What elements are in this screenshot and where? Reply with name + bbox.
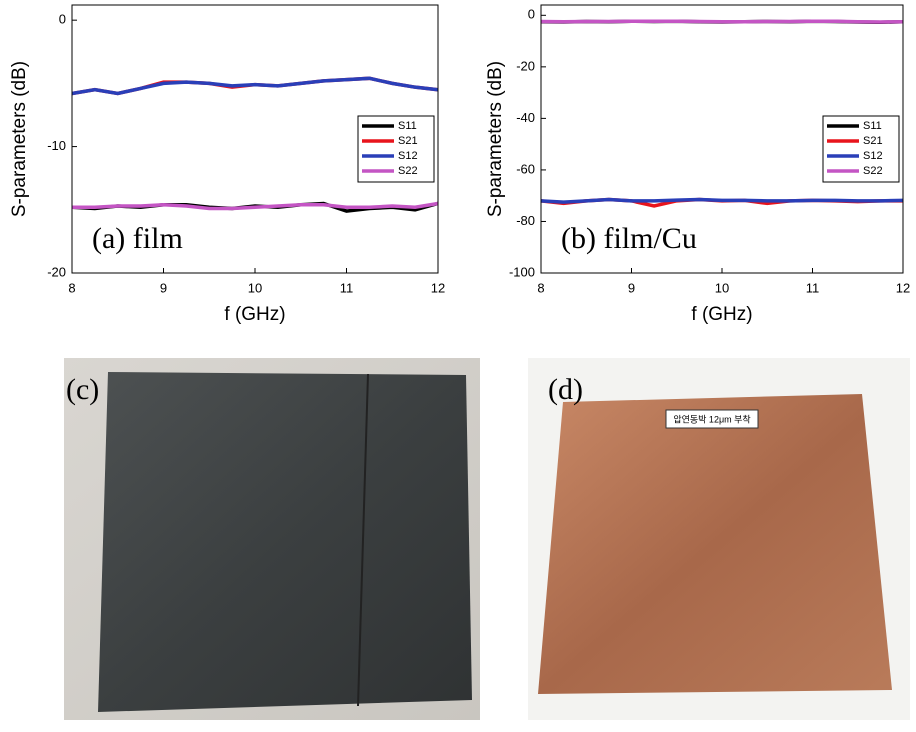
panel-label: (d) <box>548 373 583 406</box>
x-tick-label: 12 <box>431 280 445 295</box>
photo-d: 압연동박 12μm 부착 (d) <box>528 358 910 720</box>
legend-label: S11 <box>398 120 417 132</box>
legend-label: S12 <box>863 150 883 162</box>
legend-label: S22 <box>398 165 418 177</box>
x-tick-label: 11 <box>806 280 820 295</box>
y-tick-label: -10 <box>47 138 66 153</box>
y-axis-label: S-parameters (dB) <box>485 61 506 217</box>
film-sheet <box>98 372 472 712</box>
legend-label: S11 <box>863 120 882 132</box>
series-line <box>541 21 903 22</box>
y-tick-label: -20 <box>47 264 66 279</box>
annotation: (a) film <box>92 222 183 255</box>
series-line <box>541 200 903 203</box>
legend-label: S21 <box>398 135 418 147</box>
photo-c: (c) <box>64 358 480 720</box>
y-axis-label: S-parameters (dB) <box>9 61 30 217</box>
panel-label: (c) <box>66 373 99 406</box>
copper-sheet <box>538 394 892 694</box>
y-tick-label: 0 <box>528 7 535 22</box>
annotation: (b) film/Cu <box>561 222 697 255</box>
x-tick-label: 10 <box>248 280 262 295</box>
x-axis-label: f (GHz) <box>691 304 752 325</box>
y-tick-label: -20 <box>516 58 535 73</box>
legend-label: S21 <box>863 135 883 147</box>
legend-label: S22 <box>863 165 883 177</box>
x-tick-label: 11 <box>340 280 354 295</box>
legend-label: S12 <box>398 150 418 162</box>
y-tick-label: -40 <box>516 110 535 125</box>
y-tick-label: -100 <box>509 264 535 279</box>
y-tick-label: -60 <box>516 161 535 176</box>
x-tick-label: 12 <box>896 280 910 295</box>
series-line <box>72 78 438 93</box>
x-tick-label: 9 <box>628 280 635 295</box>
y-tick-label: -80 <box>516 213 535 228</box>
figure: (c) 압연동박 12μm 부착 (d) 0-10-2089101112S11S… <box>0 0 916 727</box>
x-tick-label: 8 <box>537 280 544 295</box>
y-tick-label: 0 <box>59 12 66 27</box>
x-axis-label: f (GHz) <box>224 304 285 325</box>
sticker-text: 압연동박 12μm 부착 <box>673 413 750 424</box>
x-tick-label: 8 <box>68 280 75 295</box>
x-tick-label: 9 <box>160 280 167 295</box>
x-tick-label: 10 <box>715 280 729 295</box>
